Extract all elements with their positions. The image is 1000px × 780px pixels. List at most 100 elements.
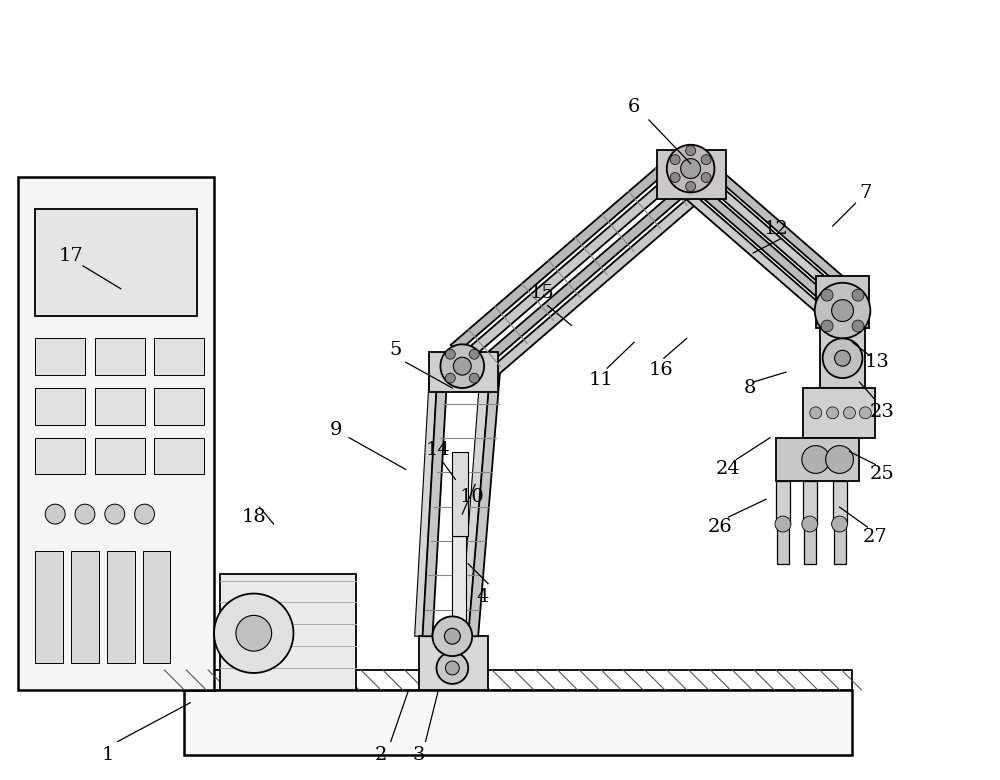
Polygon shape xyxy=(803,388,875,438)
Circle shape xyxy=(832,300,853,321)
Polygon shape xyxy=(452,536,466,623)
Polygon shape xyxy=(676,183,834,322)
Text: 12: 12 xyxy=(764,220,788,238)
Text: 26: 26 xyxy=(708,518,733,536)
Polygon shape xyxy=(35,339,85,375)
Circle shape xyxy=(844,407,855,419)
Polygon shape xyxy=(220,573,356,690)
Text: 10: 10 xyxy=(460,488,485,506)
Text: 9: 9 xyxy=(330,420,342,438)
Circle shape xyxy=(852,289,864,301)
Polygon shape xyxy=(452,452,468,536)
Circle shape xyxy=(469,373,479,383)
Polygon shape xyxy=(95,438,145,474)
Polygon shape xyxy=(657,150,726,200)
Text: 15: 15 xyxy=(529,284,554,302)
Circle shape xyxy=(821,289,833,301)
Polygon shape xyxy=(423,372,447,636)
Text: 7: 7 xyxy=(859,184,872,203)
Polygon shape xyxy=(776,438,859,481)
Circle shape xyxy=(445,373,455,383)
Text: 11: 11 xyxy=(589,371,614,389)
Polygon shape xyxy=(820,328,865,388)
Circle shape xyxy=(701,172,711,183)
Polygon shape xyxy=(107,551,135,663)
Polygon shape xyxy=(479,186,708,385)
Polygon shape xyxy=(35,388,85,425)
Circle shape xyxy=(826,445,853,473)
Polygon shape xyxy=(154,438,204,474)
Circle shape xyxy=(135,504,154,524)
Circle shape xyxy=(453,357,471,375)
Text: 4: 4 xyxy=(476,587,488,605)
Circle shape xyxy=(445,349,455,360)
Polygon shape xyxy=(684,175,842,314)
Circle shape xyxy=(681,158,701,179)
Text: 8: 8 xyxy=(744,379,756,397)
Polygon shape xyxy=(154,339,204,375)
Polygon shape xyxy=(776,481,790,524)
Polygon shape xyxy=(18,176,214,690)
Text: 5: 5 xyxy=(390,342,402,360)
Polygon shape xyxy=(35,438,85,474)
Circle shape xyxy=(667,145,714,193)
Text: 25: 25 xyxy=(870,466,895,484)
Circle shape xyxy=(821,320,833,332)
Circle shape xyxy=(815,283,870,339)
Polygon shape xyxy=(460,164,689,363)
Polygon shape xyxy=(35,209,197,316)
Circle shape xyxy=(469,349,479,360)
Polygon shape xyxy=(451,153,680,353)
Polygon shape xyxy=(692,165,849,304)
Circle shape xyxy=(105,504,125,524)
Circle shape xyxy=(445,661,459,675)
Polygon shape xyxy=(699,157,857,296)
Text: 27: 27 xyxy=(863,528,888,546)
Circle shape xyxy=(823,339,862,378)
Circle shape xyxy=(670,172,680,183)
Circle shape xyxy=(802,445,830,473)
Polygon shape xyxy=(184,690,852,755)
Polygon shape xyxy=(777,524,789,564)
Circle shape xyxy=(852,320,864,332)
Circle shape xyxy=(686,182,696,191)
Circle shape xyxy=(802,516,818,532)
Circle shape xyxy=(810,407,822,419)
Circle shape xyxy=(859,407,871,419)
Text: 6: 6 xyxy=(628,98,640,116)
Circle shape xyxy=(827,407,839,419)
Text: 24: 24 xyxy=(716,460,741,478)
Circle shape xyxy=(436,652,468,684)
Polygon shape xyxy=(804,524,816,564)
Polygon shape xyxy=(71,551,99,663)
Polygon shape xyxy=(834,524,846,564)
Polygon shape xyxy=(468,372,500,636)
Polygon shape xyxy=(95,339,145,375)
Polygon shape xyxy=(35,551,63,663)
Text: 1: 1 xyxy=(102,746,114,764)
Polygon shape xyxy=(95,388,145,425)
Polygon shape xyxy=(429,353,498,392)
Text: 17: 17 xyxy=(59,247,83,265)
Circle shape xyxy=(775,516,791,532)
Polygon shape xyxy=(419,636,488,690)
Polygon shape xyxy=(803,481,817,524)
Circle shape xyxy=(214,594,293,673)
Polygon shape xyxy=(415,372,437,636)
Circle shape xyxy=(75,504,95,524)
Polygon shape xyxy=(460,372,490,636)
Circle shape xyxy=(835,350,850,366)
Polygon shape xyxy=(833,481,847,524)
Circle shape xyxy=(440,344,484,388)
Polygon shape xyxy=(470,176,699,375)
Polygon shape xyxy=(143,551,170,663)
Circle shape xyxy=(701,154,711,165)
Text: 2: 2 xyxy=(375,746,387,764)
Text: 3: 3 xyxy=(412,746,425,764)
Text: 23: 23 xyxy=(870,402,895,421)
Polygon shape xyxy=(154,388,204,425)
Circle shape xyxy=(432,616,472,656)
Text: 16: 16 xyxy=(648,361,673,379)
Polygon shape xyxy=(184,670,852,690)
Text: 14: 14 xyxy=(426,441,451,459)
